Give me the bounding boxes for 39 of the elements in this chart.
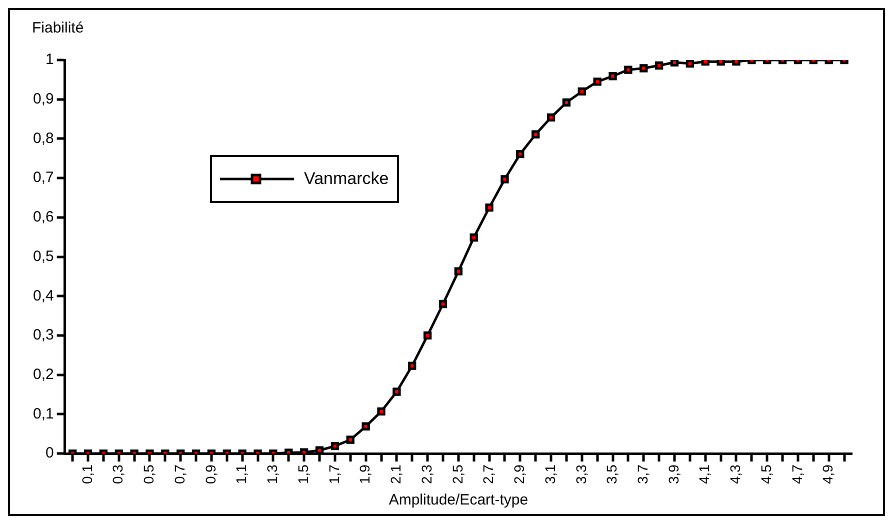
y-axis-title: Fiabilité	[32, 20, 84, 37]
x-tick-label: 0,7	[171, 464, 188, 484]
x-tick-label: 0,1	[78, 464, 95, 484]
x-tick-label: 3,7	[634, 464, 650, 484]
y-tick-label: 0,8	[32, 130, 54, 147]
y-tick-label: 0,1	[32, 405, 54, 422]
x-tick-label: 4,9	[820, 464, 836, 484]
x-tick-label: 0,9	[202, 464, 218, 484]
x-tick-label: 0,3	[110, 464, 126, 484]
x-tick-label: 3,1	[542, 464, 558, 484]
y-tick-label: 0,5	[32, 248, 54, 265]
x-tick-label: 1,5	[294, 464, 311, 484]
x-tick-label: 4,3	[727, 464, 744, 484]
x-tick-label: 1,9	[356, 464, 373, 484]
y-tick-label: 0,6	[32, 208, 54, 226]
legend-label: Vanmarcke	[304, 169, 389, 189]
x-tick-label: 4,5	[758, 464, 774, 484]
y-tick-label: 1	[46, 51, 54, 68]
x-tick-label: 1,3	[264, 464, 280, 484]
x-tick-label: 3,9	[665, 464, 682, 484]
x-axis-title: Amplitude/Ecart-type	[388, 492, 528, 509]
y-tick-label: 0,4	[32, 287, 54, 304]
x-tick-label: 2,1	[388, 464, 404, 484]
x-tick-label: 4,1	[696, 464, 712, 484]
y-tick-label: 0,9	[32, 90, 54, 108]
y-tick-label: 0,2	[32, 366, 54, 383]
x-tick-label: 3,3	[572, 464, 589, 484]
x-tick-label: 2,7	[480, 464, 496, 484]
x-tick-label: 3,5	[604, 464, 620, 484]
y-tick-label: 0,3	[32, 326, 54, 344]
x-tick-label: 1,7	[326, 464, 342, 484]
x-tick-label: 2,3	[418, 464, 434, 484]
x-tick-label: 0,5	[140, 464, 157, 484]
y-tick-label: 0,7	[32, 169, 54, 186]
x-tick-label: 4,7	[788, 464, 805, 484]
x-tick-label: 1,1	[233, 464, 250, 484]
x-tick-label: 2,5	[449, 464, 466, 484]
x-tick-label: 2,9	[511, 464, 528, 484]
y-tick-label: 0	[46, 444, 54, 462]
